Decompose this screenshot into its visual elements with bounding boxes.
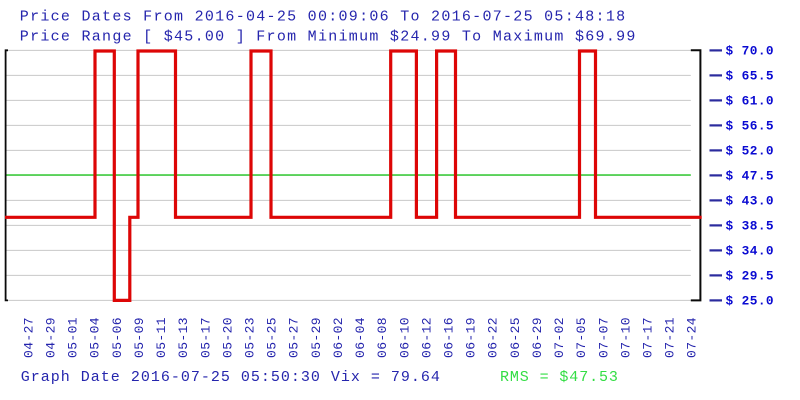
- svg-text:06-16: 06-16: [442, 317, 457, 358]
- svg-text:$ 47.5: $ 47.5: [726, 169, 774, 184]
- svg-text:07-24: 07-24: [685, 317, 700, 358]
- svg-text:06-19: 06-19: [464, 317, 479, 358]
- svg-text:$ 34.0: $ 34.0: [726, 244, 774, 259]
- svg-text:05-01: 05-01: [66, 317, 81, 358]
- svg-text:06-29: 06-29: [530, 317, 545, 358]
- svg-text:07-02: 07-02: [552, 317, 567, 358]
- svg-text:05-27: 05-27: [287, 317, 302, 358]
- svg-text:05-04: 05-04: [88, 317, 103, 358]
- svg-text:07-10: 07-10: [618, 317, 633, 358]
- svg-text:06-02: 06-02: [331, 317, 346, 358]
- svg-text:RMS = $47.53: RMS = $47.53: [500, 369, 619, 386]
- svg-text:05-09: 05-09: [132, 317, 147, 358]
- svg-text:Graph Date 2016-07-25 05:50:30: Graph Date 2016-07-25 05:50:30 Vix = 79.…: [21, 369, 441, 386]
- svg-text:$ 70.0: $ 70.0: [726, 44, 774, 59]
- svg-text:07-17: 07-17: [641, 317, 656, 358]
- svg-text:05-06: 05-06: [110, 317, 125, 358]
- svg-text:$ 65.5: $ 65.5: [726, 69, 774, 84]
- svg-text:05-25: 05-25: [265, 317, 280, 358]
- svg-text:06-04: 06-04: [353, 317, 368, 358]
- svg-text:05-23: 05-23: [243, 317, 258, 358]
- svg-text:06-25: 06-25: [508, 317, 523, 358]
- svg-text:07-05: 07-05: [574, 317, 589, 358]
- svg-text:04-27: 04-27: [21, 317, 36, 358]
- svg-text:$ 43.0: $ 43.0: [726, 194, 774, 209]
- svg-text:Price Range [ $45.00 ] From Mi: Price Range [ $45.00 ] From Minimum $24.…: [20, 28, 637, 45]
- svg-text:$ 29.5: $ 29.5: [726, 269, 774, 284]
- svg-text:$ 25.0: $ 25.0: [726, 294, 774, 309]
- svg-text:$ 52.0: $ 52.0: [726, 144, 774, 159]
- svg-text:04-29: 04-29: [44, 317, 59, 358]
- svg-text:06-08: 06-08: [375, 317, 390, 358]
- svg-text:$ 61.0: $ 61.0: [726, 94, 774, 109]
- svg-text:05-11: 05-11: [154, 317, 169, 358]
- svg-text:Price Dates From 2016-04-25 00: Price Dates From 2016-04-25 00:09:06 To …: [20, 8, 627, 25]
- svg-text:06-12: 06-12: [419, 317, 434, 358]
- svg-text:06-10: 06-10: [397, 317, 412, 358]
- svg-text:05-29: 05-29: [309, 317, 324, 358]
- svg-text:$ 38.5: $ 38.5: [726, 219, 774, 234]
- svg-text:06-22: 06-22: [486, 317, 501, 358]
- svg-text:05-20: 05-20: [220, 317, 235, 358]
- svg-text:05-13: 05-13: [176, 317, 191, 358]
- svg-text:07-21: 07-21: [663, 317, 678, 358]
- svg-text:$ 56.5: $ 56.5: [726, 119, 774, 134]
- svg-text:05-17: 05-17: [198, 317, 213, 358]
- svg-text:07-07: 07-07: [596, 317, 611, 358]
